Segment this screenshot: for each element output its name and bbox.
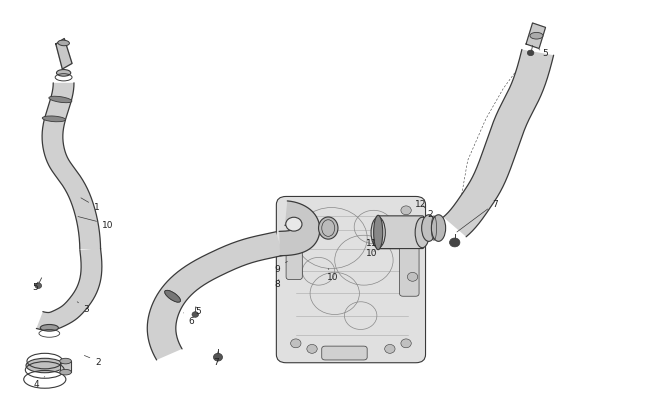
Text: 7: 7 xyxy=(213,352,219,366)
Circle shape xyxy=(527,51,534,57)
FancyBboxPatch shape xyxy=(276,197,426,363)
Text: 6: 6 xyxy=(183,313,194,325)
Ellipse shape xyxy=(42,117,66,122)
Ellipse shape xyxy=(49,97,72,103)
Polygon shape xyxy=(42,83,101,249)
Ellipse shape xyxy=(164,290,181,303)
Ellipse shape xyxy=(57,70,71,77)
Text: 3: 3 xyxy=(77,302,89,314)
Text: 11: 11 xyxy=(366,239,378,247)
Circle shape xyxy=(291,207,301,215)
Polygon shape xyxy=(60,361,71,372)
Ellipse shape xyxy=(432,215,446,242)
Circle shape xyxy=(35,283,42,289)
Ellipse shape xyxy=(422,215,436,242)
Ellipse shape xyxy=(286,218,302,232)
Circle shape xyxy=(385,345,395,354)
Circle shape xyxy=(401,207,411,215)
Circle shape xyxy=(408,273,418,281)
Circle shape xyxy=(192,312,198,318)
Circle shape xyxy=(401,339,411,348)
Text: 4: 4 xyxy=(34,377,45,388)
Polygon shape xyxy=(443,50,554,237)
FancyBboxPatch shape xyxy=(322,346,367,360)
Ellipse shape xyxy=(415,218,430,248)
Ellipse shape xyxy=(530,33,543,40)
Text: 10: 10 xyxy=(78,217,114,229)
Text: 1: 1 xyxy=(81,198,99,212)
Text: 5: 5 xyxy=(32,282,38,292)
Polygon shape xyxy=(526,24,545,49)
Text: 2: 2 xyxy=(427,209,433,218)
Ellipse shape xyxy=(58,41,70,47)
Ellipse shape xyxy=(40,325,58,331)
Text: 5: 5 xyxy=(539,49,549,58)
Text: 12: 12 xyxy=(415,200,426,209)
Text: 10: 10 xyxy=(327,269,339,281)
Text: 9: 9 xyxy=(275,262,287,273)
Text: 7: 7 xyxy=(457,199,499,232)
FancyBboxPatch shape xyxy=(286,241,302,280)
Circle shape xyxy=(291,339,301,348)
Ellipse shape xyxy=(318,217,338,239)
Polygon shape xyxy=(36,249,102,330)
Text: 10: 10 xyxy=(366,249,378,258)
Ellipse shape xyxy=(374,216,383,250)
Text: 5: 5 xyxy=(196,306,202,315)
Circle shape xyxy=(307,345,317,354)
Ellipse shape xyxy=(371,218,385,248)
Ellipse shape xyxy=(60,358,72,364)
FancyBboxPatch shape xyxy=(400,247,419,296)
FancyBboxPatch shape xyxy=(377,216,424,249)
Polygon shape xyxy=(148,232,283,360)
Polygon shape xyxy=(56,39,72,70)
Circle shape xyxy=(213,354,222,361)
Ellipse shape xyxy=(60,369,72,375)
Polygon shape xyxy=(279,201,320,256)
Ellipse shape xyxy=(26,358,64,373)
Circle shape xyxy=(450,239,460,247)
Ellipse shape xyxy=(164,290,181,303)
Text: 2: 2 xyxy=(84,356,101,366)
Text: 8: 8 xyxy=(275,279,281,288)
